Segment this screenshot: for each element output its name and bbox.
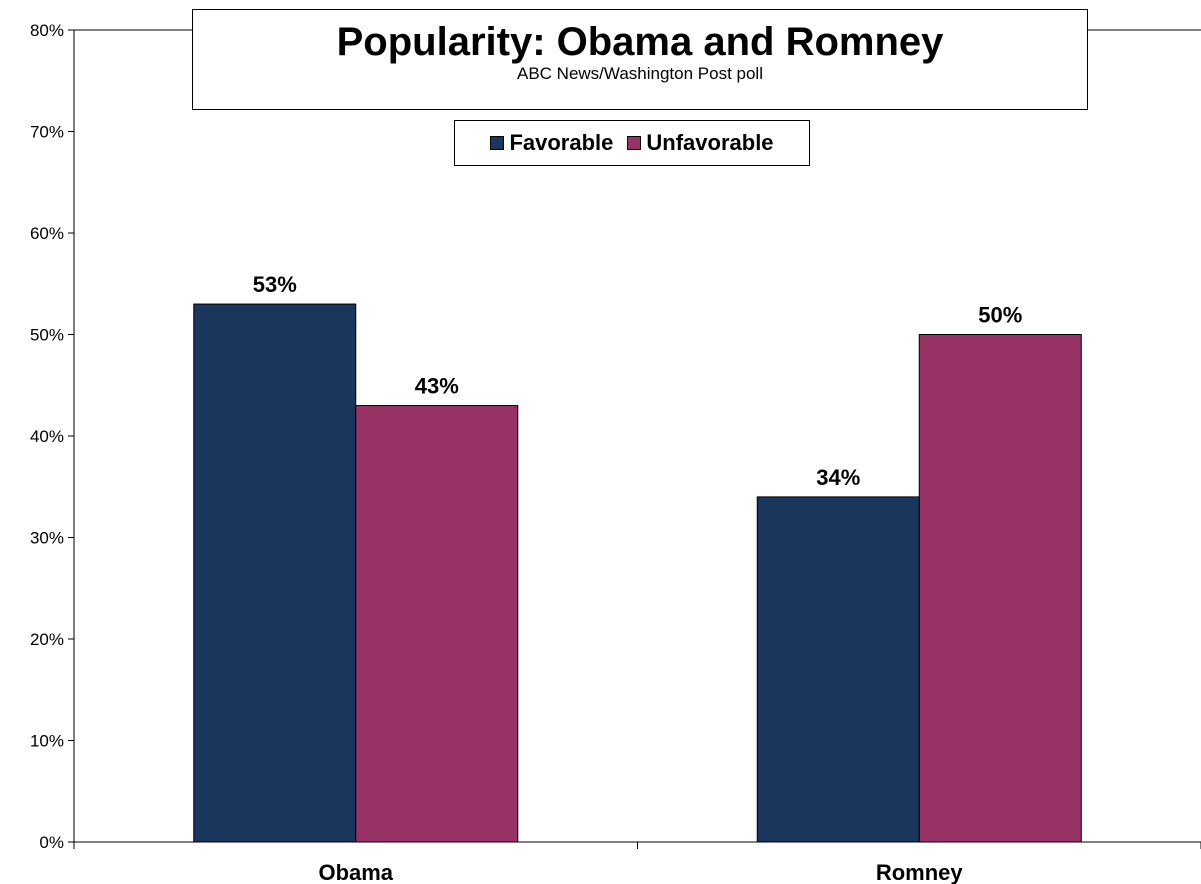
chart-title-box: Popularity: Obama and Romney ABC News/Wa… xyxy=(192,9,1088,110)
y-tick-label: 40% xyxy=(30,427,64,446)
chart-subtitle: ABC News/Washington Post poll xyxy=(517,64,763,83)
y-tick-label: 30% xyxy=(30,529,64,548)
x-tick-label: Romney xyxy=(876,860,964,884)
legend-swatch-favorable xyxy=(490,136,505,150)
y-tick-label: 80% xyxy=(30,21,64,40)
bar-favorable-obama xyxy=(193,303,357,843)
x-tick-label: Obama xyxy=(318,860,393,884)
y-tick-label: 60% xyxy=(30,224,64,243)
data-label: 50% xyxy=(978,303,1022,328)
legend-item-favorable: Favorable xyxy=(490,130,613,156)
chart-data-labels: 53% 43% 34% 50% xyxy=(253,272,1023,490)
y-tick-label: 70% xyxy=(30,123,64,142)
legend-item-unfavorable: Unfavorable xyxy=(627,130,774,156)
data-label: 34% xyxy=(816,465,860,490)
chart-legend: Favorable Unfavorable xyxy=(454,120,810,166)
y-tick-label: 50% xyxy=(30,326,64,345)
legend-label-unfavorable: Unfavorable xyxy=(646,130,774,155)
y-tick-label: 0% xyxy=(39,833,64,852)
bar-unfavorable-obama xyxy=(355,405,519,843)
y-tick-label: 10% xyxy=(30,732,64,751)
bar-favorable-romney xyxy=(756,496,920,843)
bar-unfavorable-romney xyxy=(918,334,1082,843)
legend-swatch-unfavorable xyxy=(627,136,642,150)
data-label: 43% xyxy=(415,374,459,399)
data-label: 53% xyxy=(253,272,297,297)
y-tick-label: 20% xyxy=(30,630,64,649)
chart-title: Popularity: Obama and Romney xyxy=(336,20,944,64)
legend-label-favorable: Favorable xyxy=(509,130,614,155)
chart-bars xyxy=(193,303,1082,843)
